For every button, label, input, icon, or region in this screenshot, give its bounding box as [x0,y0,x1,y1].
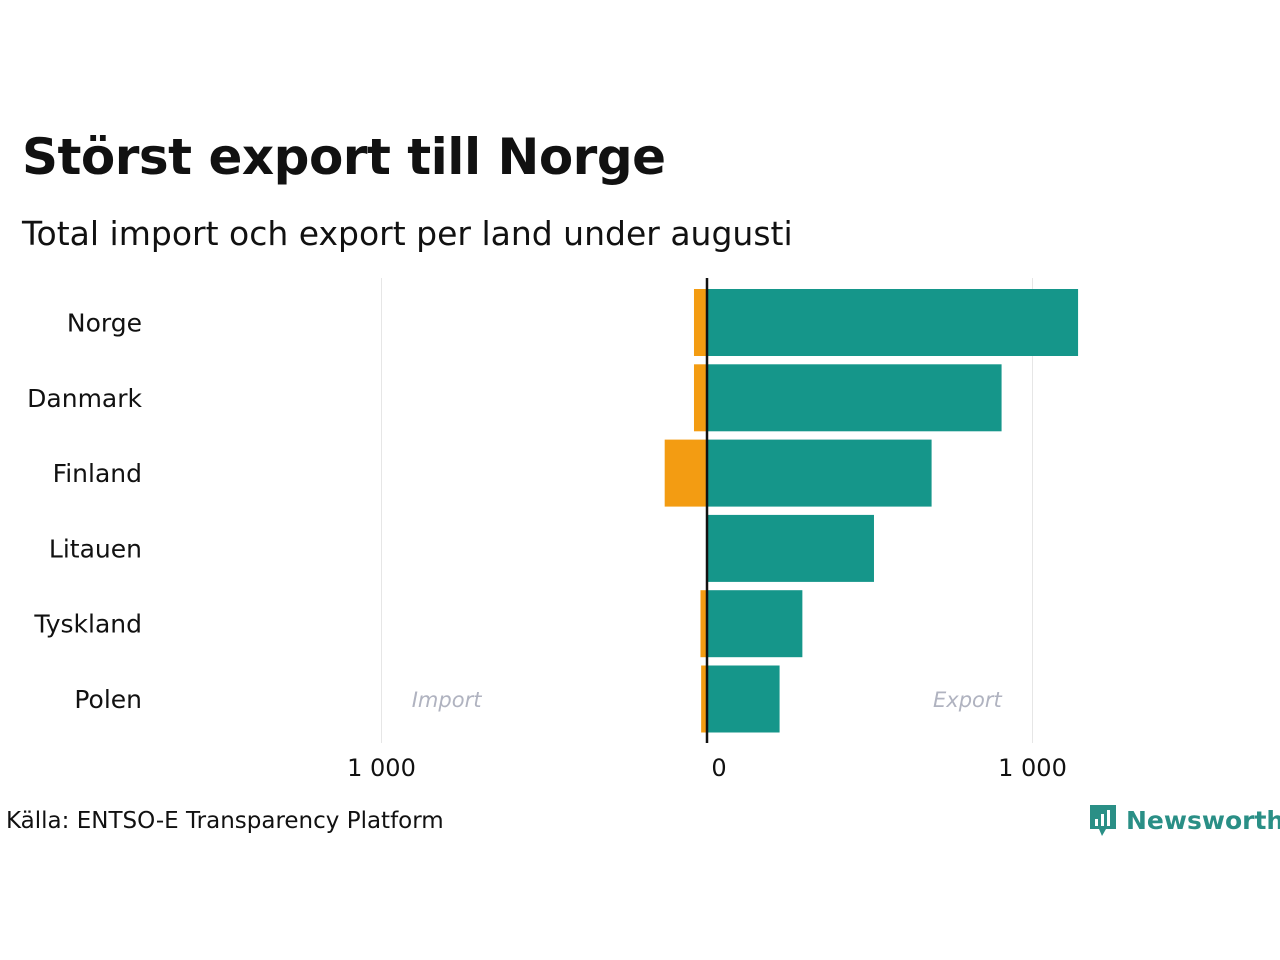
x-tick-label: 1 000 [998,754,1067,782]
category-label: Finland [53,459,142,488]
x-tick-label: 0 [711,754,726,782]
export-bar [707,364,1002,432]
category-label: Litauen [49,534,142,563]
axis-annotation: Export [933,688,1003,712]
category-label: Norge [67,309,142,338]
chart-subtitle: Total import och export per land under a… [22,214,793,253]
chart-title: Störst export till Norge [22,128,666,186]
import-bar [693,289,707,356]
export-bar [707,439,932,507]
bar-chart: Norge Danmark Finland Litauen Tyskland Polen 1… [27,278,1079,782]
export-bar [707,665,780,733]
brand-name: Newsworthy [1126,805,1280,835]
category-label: Polen [74,685,142,714]
export-bar [707,590,803,658]
source-note: Källa: ENTSO-E Transparency Platform [6,808,444,834]
category-label: Tyskland [33,610,142,639]
x-tick-label: 1 000 [347,754,416,782]
export-bar [707,514,874,582]
import-bar [664,439,707,507]
export-bar [707,289,1079,356]
import-bar [701,665,707,733]
category-label: Danmark [27,384,142,413]
newsworthy-logo-icon [1090,805,1116,836]
brand-logo: Newsworthy [1088,803,1280,837]
import-bar [700,590,707,658]
import-bar [693,364,707,432]
axis-annotation: Import [412,688,482,712]
